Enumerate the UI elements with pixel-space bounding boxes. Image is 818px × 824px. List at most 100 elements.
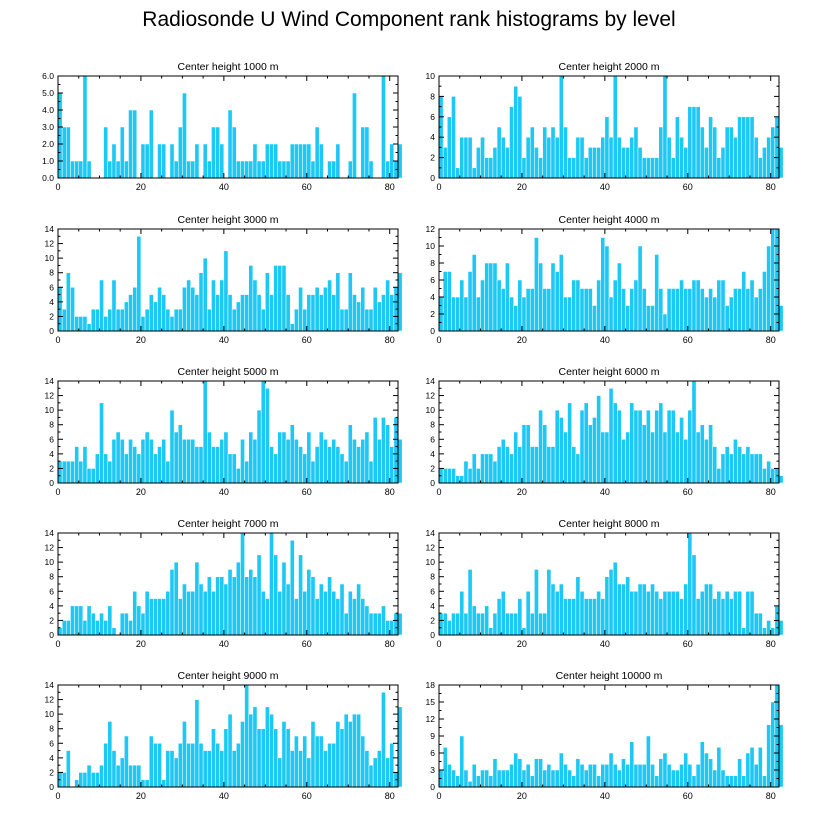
panel-2-bar-4 xyxy=(455,167,460,179)
panel-1-bar-31 xyxy=(186,160,191,179)
panel-2-bar-59 xyxy=(683,147,689,179)
panel-2-bar-82 xyxy=(778,147,784,179)
panel-9-ytick-label-1: 2 xyxy=(49,767,54,777)
panel-5-bar-65 xyxy=(327,446,332,484)
panel-6-ytick-label-6: 12 xyxy=(426,391,436,401)
panel-8-bar-10 xyxy=(480,612,485,636)
panel-7-bar-21 xyxy=(144,591,150,636)
panel-10-bar-40 xyxy=(604,764,610,788)
panel-1-bar-49 xyxy=(260,160,266,179)
panel-6-bar-56 xyxy=(670,409,676,484)
panel-10-bar-60 xyxy=(687,764,693,788)
panel-7-bar-79 xyxy=(385,620,390,636)
panel-10-bar-14 xyxy=(496,769,502,788)
panel-4-bar-63 xyxy=(699,288,705,332)
panel-7-bar-18 xyxy=(132,591,138,636)
panel-2-bar-49 xyxy=(641,157,647,179)
panel-4-bar-3 xyxy=(451,296,456,332)
panel-3-bar-31 xyxy=(186,279,191,332)
panel-7-bar-11 xyxy=(103,620,109,636)
panel-7-bar-55 xyxy=(285,583,291,636)
panel-6-bar-6 xyxy=(463,460,469,484)
panel-2-bar-26 xyxy=(546,136,552,179)
panel-7-bar-70 xyxy=(347,591,353,636)
panel-3-bar-78 xyxy=(381,294,386,332)
panel-7-bar-13 xyxy=(111,627,117,636)
panel-8-ytick-label-0: 0 xyxy=(430,630,435,640)
panel-6-bar-66 xyxy=(712,446,718,484)
panel-2-bar-69 xyxy=(724,126,730,179)
panel-7-bar-22 xyxy=(148,598,154,636)
panel-4-bar-41 xyxy=(608,296,614,332)
panel-10-bar-12 xyxy=(488,775,494,788)
panel-1-bar-78 xyxy=(381,75,386,179)
panel-10-bar-30 xyxy=(563,764,568,788)
panel-2-bar-50 xyxy=(646,157,651,179)
panel-3-bar-1 xyxy=(61,308,67,332)
panel-8-ytick-label-6: 12 xyxy=(426,543,436,553)
panel-4-xtick-label-0: 0 xyxy=(436,335,441,345)
panel-8-bar-39 xyxy=(600,598,606,636)
panel-9-bar-37 xyxy=(211,728,216,788)
panel-6-bar-48 xyxy=(637,409,643,484)
panel-3-bar-55 xyxy=(285,294,291,332)
panel-7-bar-2 xyxy=(66,620,71,636)
panel-4-bar-49 xyxy=(641,288,647,332)
panel-10-bar-21 xyxy=(525,764,531,788)
panel-10-bar-42 xyxy=(612,764,618,788)
panel-4-bar-5 xyxy=(459,279,465,332)
panel-5-bar-26 xyxy=(165,460,171,484)
panel-5-bar-53 xyxy=(277,431,283,484)
panel-6-bar-7 xyxy=(467,468,473,484)
panel-7-bar-47 xyxy=(252,576,258,636)
panel-9-bar-78 xyxy=(381,692,386,788)
panel-4-ytick-label-4: 8 xyxy=(430,258,435,268)
panel-3-xtick-label-0: 0 xyxy=(55,335,60,345)
panel-9-bar-79 xyxy=(385,757,390,788)
panel-10-bar-66 xyxy=(712,769,718,788)
panel-10-bar-22 xyxy=(529,775,535,788)
panel-10-bar-6 xyxy=(463,769,469,788)
panel-10-ytick-label-1: 3 xyxy=(430,765,435,775)
panel-7-bar-72 xyxy=(356,583,361,636)
panel-4-ytick-label-2: 4 xyxy=(430,292,435,302)
panel-10-bar-23 xyxy=(534,758,539,788)
panel-5-bar-44 xyxy=(240,439,245,484)
panel-6-bar-63 xyxy=(699,424,705,484)
panel-8-bar-12 xyxy=(488,627,494,636)
panel-8-bar-29 xyxy=(558,583,564,636)
panel-6-bar-24 xyxy=(538,409,543,484)
panel-4-bar-17 xyxy=(509,296,514,332)
panel-3-bar-26 xyxy=(165,308,171,332)
panel-6-bar-21 xyxy=(525,424,531,484)
panel-2-bar-45 xyxy=(625,147,630,179)
panel-7-bar-41 xyxy=(227,569,233,636)
panel-5-bar-75 xyxy=(368,460,374,484)
panel-9-bar-43 xyxy=(236,743,241,788)
panel-2-bar-75 xyxy=(749,116,755,179)
panel-5-bar-17 xyxy=(128,439,133,484)
panel-7-bar-27 xyxy=(169,569,175,636)
panel-9-ytick-label-7: 14 xyxy=(45,680,55,690)
panel-4-bar-64 xyxy=(704,296,709,332)
panel-6-bar-58 xyxy=(679,417,684,484)
panel-4-bar-25 xyxy=(542,288,548,332)
panel-4-bar-79 xyxy=(766,245,771,332)
panel-2-bar-61 xyxy=(691,106,697,179)
panel-1-ytick-label-2: 2.0 xyxy=(42,139,54,149)
panel-1-bar-38 xyxy=(215,126,220,179)
panel-9-ytick-label-3: 6 xyxy=(49,738,54,748)
panel-1-bar-73 xyxy=(360,126,366,179)
panel-2-bar-33 xyxy=(575,136,581,179)
panel-4-bar-34 xyxy=(579,288,585,332)
panel-4-xtick-label-40: 40 xyxy=(600,335,610,345)
panel-8-bar-9 xyxy=(476,612,481,636)
panel-8-bar-3 xyxy=(451,612,456,636)
panel-9-title: Center height 9000 m xyxy=(178,670,279,682)
panel-8-bar-33 xyxy=(575,576,581,636)
panel-9-bar-68 xyxy=(339,728,345,788)
panel-8-bar-7 xyxy=(467,569,473,636)
panel-4-bar-65 xyxy=(708,288,713,332)
panel-3-bar-71 xyxy=(352,294,357,332)
panel-5-bar-54 xyxy=(281,431,287,484)
